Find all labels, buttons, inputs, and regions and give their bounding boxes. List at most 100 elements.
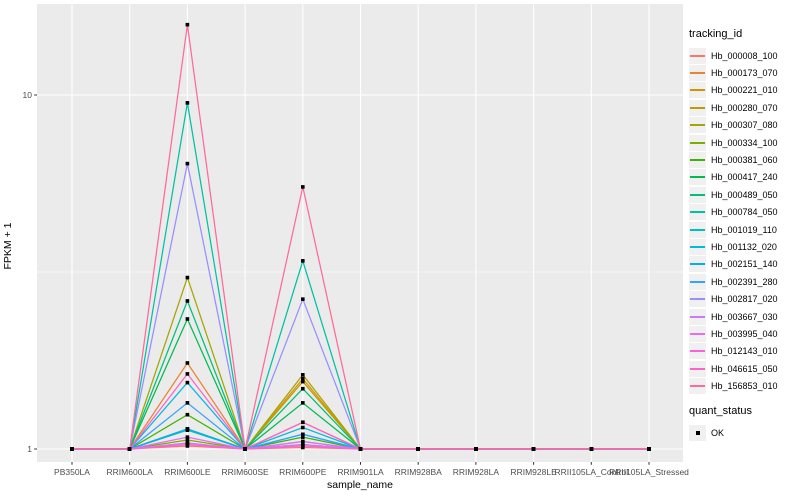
- legend-key: [689, 134, 706, 151]
- legend-key: [689, 325, 706, 342]
- legend-key-line-icon: [690, 141, 705, 144]
- legend-key: [689, 273, 706, 290]
- data-point: [185, 401, 190, 405]
- legend-key: [689, 47, 706, 64]
- legend-item-label: Hb_000008_100: [711, 50, 778, 61]
- x-tick-label: RRII105LA_Stressed: [609, 467, 689, 477]
- legend-key-line-icon: [690, 72, 705, 75]
- data-point: [301, 259, 305, 263]
- legend-key: [689, 360, 706, 377]
- legend-title-tracking-id: tracking_id: [689, 28, 743, 40]
- legend-item-label: Hb_000381_060: [711, 155, 778, 166]
- legend-key-line-icon: [690, 159, 705, 162]
- x-tick-label: RRIM928BA: [395, 467, 443, 477]
- x-tick-label: RRIM600SE: [221, 467, 269, 477]
- y-tick-label: 1: [27, 444, 32, 454]
- data-point: [301, 435, 305, 439]
- legend-key-line-icon: [690, 176, 705, 179]
- legend-key: [689, 238, 706, 255]
- legend-key: [689, 99, 706, 116]
- legend-key-line-icon: [690, 245, 705, 248]
- x-tick-label: RRIM928LE: [510, 467, 557, 477]
- x-tick-label: RRIM600LA: [107, 467, 154, 477]
- legend-item: Hb_000784_050: [689, 204, 799, 221]
- x-tick-label: RRIM600LE: [164, 467, 211, 477]
- legend-item-label: Hb_002817_020: [711, 294, 778, 305]
- data-point: [301, 425, 305, 430]
- legend-key-quant: [689, 424, 706, 441]
- data-point: [301, 420, 305, 425]
- legend-key: [689, 82, 706, 99]
- data-point: [185, 412, 190, 417]
- data-point: [301, 373, 305, 377]
- data-point: [185, 372, 190, 376]
- y-tick-label: 10: [23, 90, 33, 100]
- legend-item-quant-ok: OK: [689, 424, 799, 441]
- legend-key: [689, 152, 706, 169]
- data-point: [185, 317, 190, 321]
- legend-key: [689, 343, 706, 360]
- legend-item: Hb_003995_040: [689, 325, 799, 342]
- legend-key: [689, 169, 706, 186]
- data-point: [589, 447, 594, 451]
- data-point: [185, 22, 190, 27]
- legend-item-label: Hb_000417_240: [711, 172, 778, 183]
- legend-item: Hb_046615_050: [689, 360, 799, 377]
- legend-item-label: Hb_012143_010: [711, 346, 778, 357]
- legend-key-line-icon: [690, 350, 705, 353]
- legend-key: [689, 221, 706, 238]
- data-point: [301, 439, 305, 444]
- legend-key: [689, 378, 706, 395]
- legend-key-line-icon: [690, 263, 705, 266]
- x-tick-label: RRII105LA_Control: [554, 467, 628, 477]
- x-tick-label: PB350LA: [54, 467, 90, 477]
- data-point: [474, 447, 478, 451]
- data-point: [185, 380, 190, 385]
- legend-item: Hb_000381_060: [689, 151, 799, 169]
- data-point: [301, 297, 305, 301]
- legend-item: Hb_012143_010: [689, 343, 799, 360]
- legend-key: [689, 308, 706, 325]
- legend-item-label: Hb_002151_140: [711, 259, 778, 270]
- legend-item-label: OK: [711, 427, 725, 438]
- legend-item: Hb_000221_010: [689, 82, 799, 99]
- data-point: [185, 438, 190, 442]
- square-point-icon: [695, 430, 700, 435]
- data-point: [70, 447, 74, 451]
- data-point: [185, 361, 190, 365]
- legend-item: Hb_000334_100: [689, 134, 799, 151]
- legend-item-label: Hb_003995_040: [711, 328, 778, 339]
- legend-key-line-icon: [690, 228, 705, 231]
- y-axis-title: FPKM + 1: [2, 222, 14, 270]
- legend-item: Hb_003667_030: [689, 308, 799, 325]
- legend-title-quant-status: quant_status: [689, 404, 752, 417]
- legend-item: Hb_000280_070: [689, 99, 799, 116]
- data-point: [301, 432, 305, 437]
- legend-item-label: Hb_000307_080: [711, 120, 778, 131]
- legend-item: Hb_000008_100: [689, 47, 799, 64]
- chart-svg: PB350LA RRIM600LA RRIM600LE RRIM600SE RRIM60…: [23, 4, 689, 477]
- legend-key: [689, 186, 706, 203]
- legend-key: [689, 65, 706, 82]
- legend-key-line-icon: [690, 89, 705, 92]
- x-axis-title: sample_name: [327, 479, 393, 491]
- data-point: [301, 401, 305, 405]
- data-point: [127, 447, 132, 451]
- legend-item: Hb_001132_020: [689, 238, 799, 255]
- legend-item-label: Hb_003667_030: [711, 311, 778, 322]
- data-point: [243, 447, 247, 451]
- legend-key: [689, 291, 706, 308]
- data-point: [185, 442, 190, 447]
- x-tick-label: RRIM901LA: [337, 467, 384, 477]
- data-point: [416, 447, 420, 451]
- legend-key-line-icon: [690, 332, 705, 335]
- data-point: [301, 185, 305, 189]
- legend-item-label: Hb_000173_070: [711, 68, 778, 79]
- legend-key-line-icon: [690, 54, 705, 57]
- legend-key: [689, 204, 706, 221]
- legend-key-line-icon: [690, 211, 705, 214]
- legend-key-line-icon: [690, 298, 705, 301]
- legend-item-label: Hb_001019_110: [711, 224, 777, 235]
- legend-key-line-icon: [690, 124, 705, 127]
